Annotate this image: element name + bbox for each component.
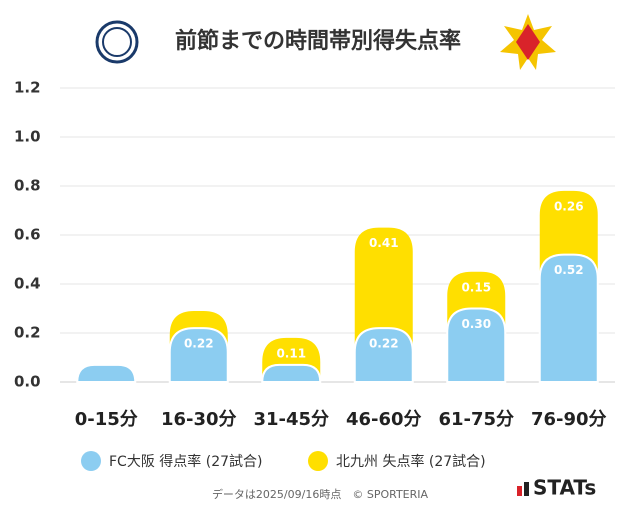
x-tick-label: 31-45分 <box>253 409 329 430</box>
bar <box>353 327 414 383</box>
footnote: データは2025/09/16時点 © SPORTERIA <box>212 487 429 501</box>
legend-label: FC大阪 得点率 (27試合) <box>109 453 262 470</box>
y-tick-label: 1.0 <box>14 128 41 146</box>
team-logo <box>95 20 139 64</box>
chart-title: 前節までの時間帯別得失点率 <box>175 28 461 54</box>
bar <box>168 327 229 383</box>
x-tick-label: 16-30分 <box>161 409 237 430</box>
brand-icon <box>517 482 529 496</box>
y-tick-label: 0.8 <box>14 177 41 195</box>
brand: STATs <box>533 476 596 500</box>
legend-swatch <box>308 451 328 471</box>
x-tick-label: 61-75分 <box>438 409 514 430</box>
y-tick-label: 1.2 <box>14 79 41 97</box>
y-tick-label: 0.6 <box>14 226 41 244</box>
data-label: 0.41 <box>369 236 399 250</box>
data-label: 0.22 <box>184 337 214 351</box>
data-label: 0.15 <box>461 280 491 294</box>
x-tick-label: 76-90分 <box>531 409 607 430</box>
data-label: 0.22 <box>369 337 399 351</box>
bar <box>261 363 322 383</box>
y-tick-label: 0.0 <box>14 373 41 391</box>
x-tick-label: 46-60分 <box>346 409 422 430</box>
team-logo <box>500 14 556 70</box>
data-label: 0.52 <box>554 263 584 277</box>
bar <box>538 253 599 383</box>
legend-label: 北九州 失点率 (27試合) <box>336 453 486 470</box>
data-label: 0.30 <box>461 317 491 331</box>
bar <box>446 307 507 383</box>
legend-swatch <box>81 451 101 471</box>
y-tick-label: 0.4 <box>14 275 41 293</box>
data-label: 0.26 <box>554 199 584 213</box>
data-label: 0.11 <box>276 346 306 360</box>
y-tick-label: 0.2 <box>14 324 41 342</box>
bar <box>76 363 137 383</box>
x-tick-label: 0-15分 <box>75 409 138 430</box>
